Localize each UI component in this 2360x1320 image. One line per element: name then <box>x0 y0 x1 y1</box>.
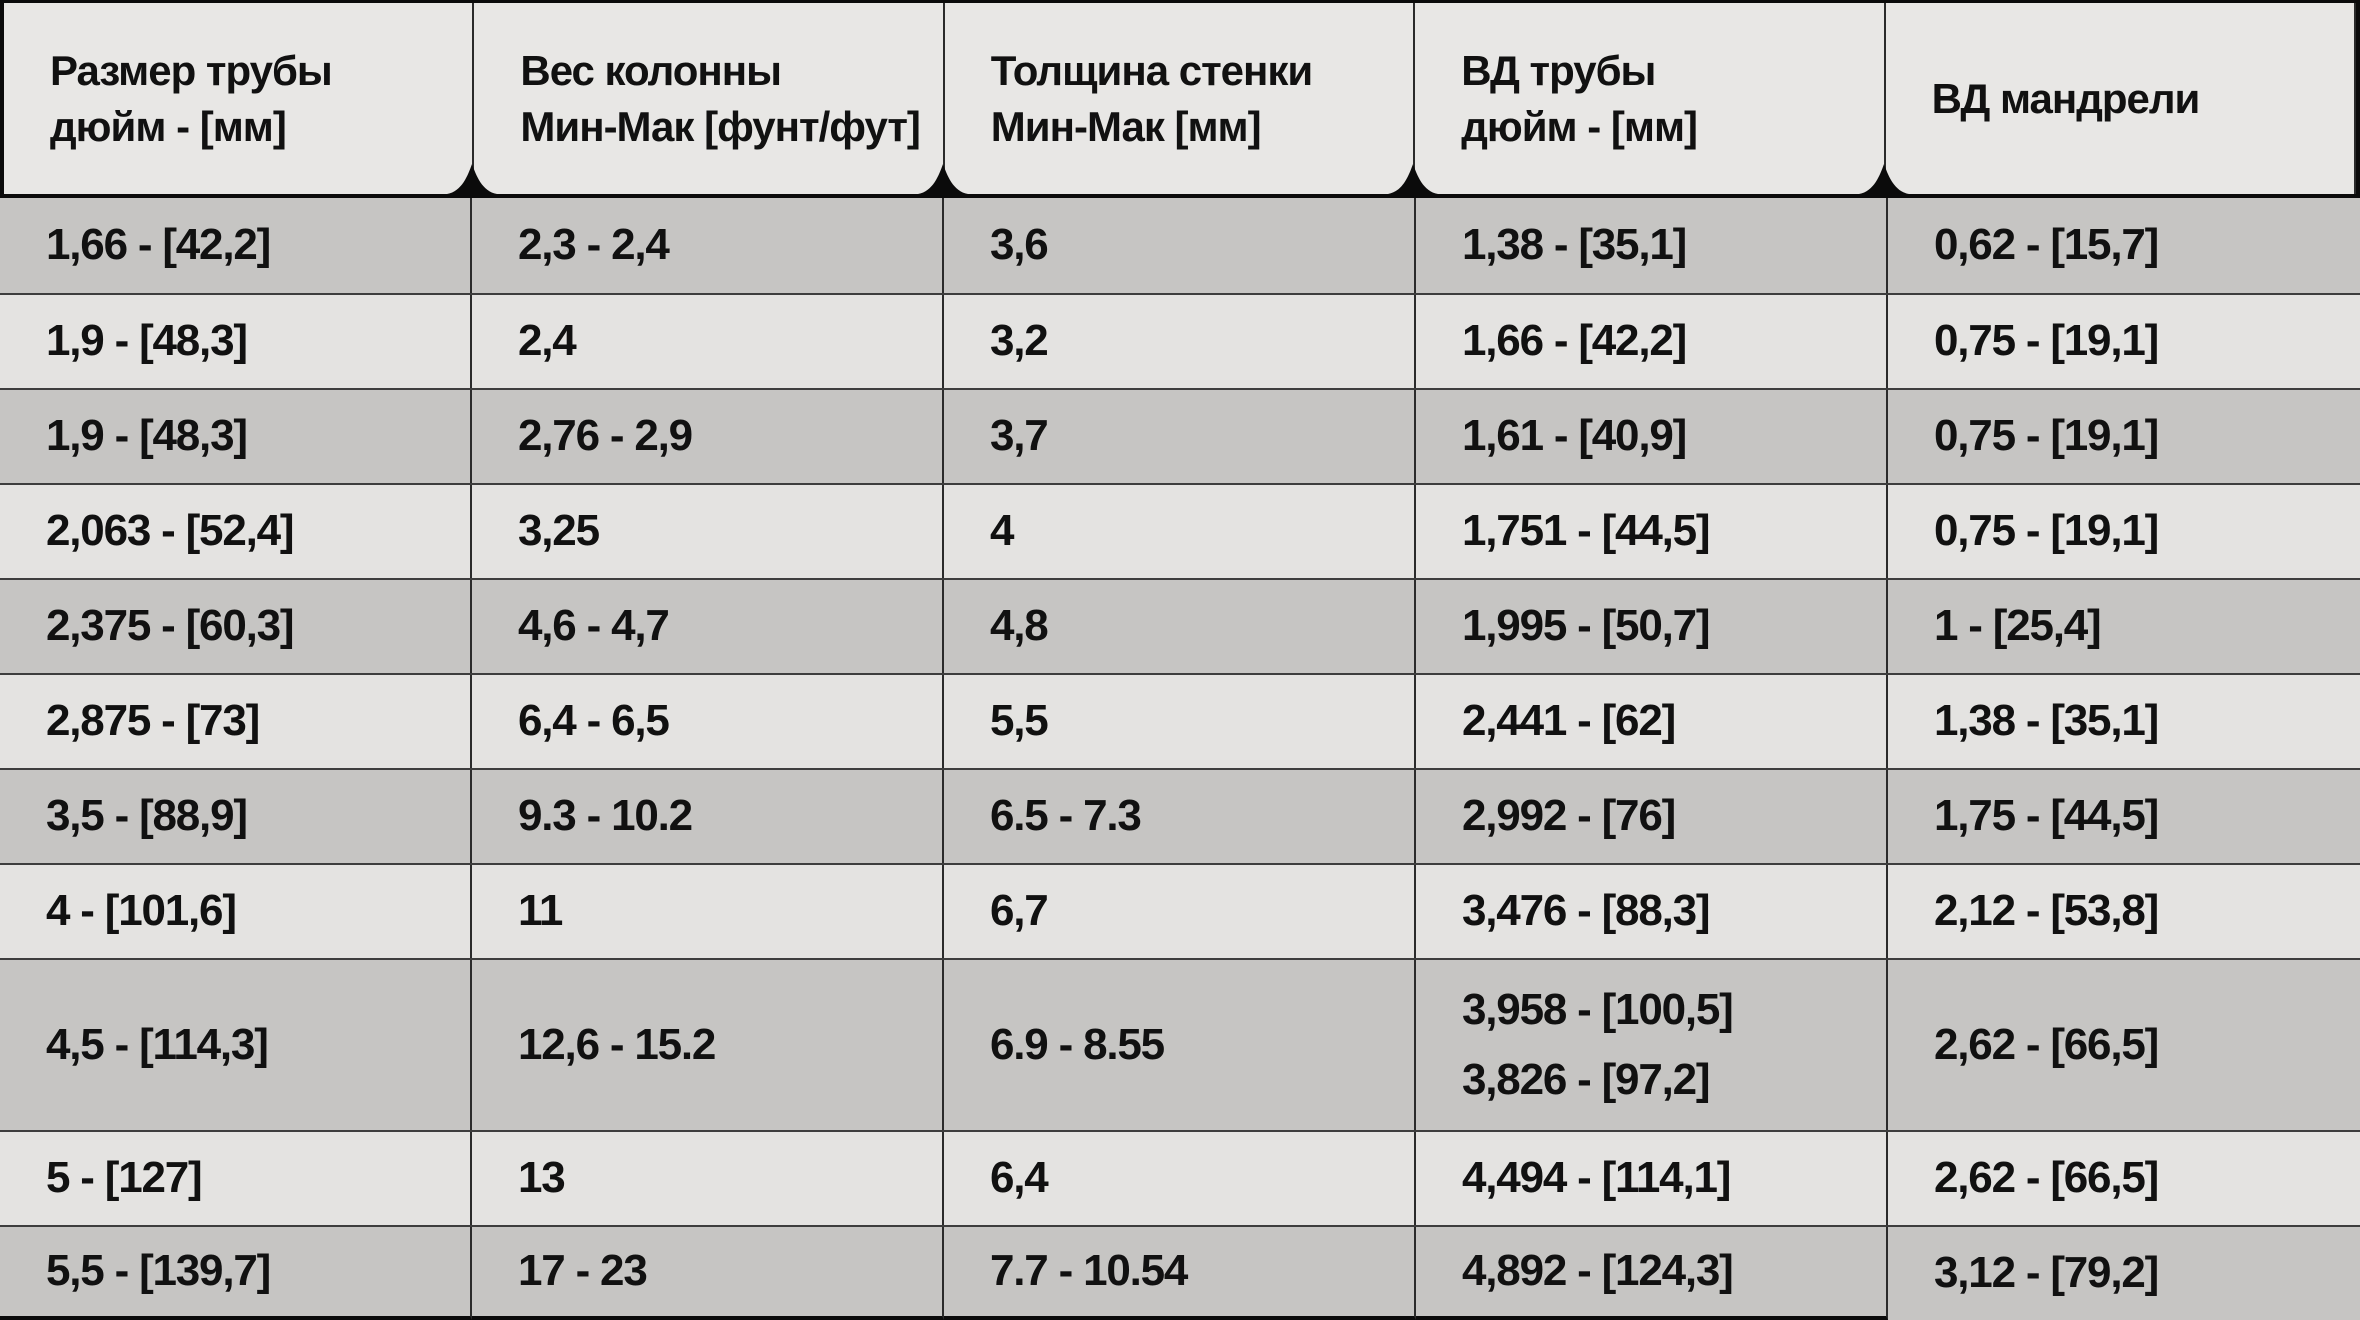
table-cell: 1,66 - [42,2] <box>1416 295 1888 388</box>
table-cell: 3,7 <box>944 390 1416 483</box>
table-cell: 2,62 - [66,5] <box>1934 1153 2159 1203</box>
table-cell: 13 <box>472 1132 944 1225</box>
table-cell: 3,5 - [88,9] <box>0 770 472 863</box>
table-cell: 3,2 <box>944 295 1416 388</box>
table-cell: 4,494 - [114,1] <box>1416 1132 1888 1225</box>
table-cell: 2,063 - [52,4] <box>0 485 472 578</box>
table-cell: 1,995 - [50,7] <box>1416 580 1888 673</box>
table-row: 2,875 - [73] 6,4 - 6,5 5,5 2,441 - [62] 1,38… <box>0 673 2360 768</box>
table-row: 4 - [101,6] 11 6,7 3,476 - [88,3] 2,12 - [53… <box>0 863 2360 958</box>
table-cell: 2,12 - [53,8] <box>1934 886 2159 936</box>
notch-arrow-icon <box>917 164 968 194</box>
table-cell: 0,62 - [15,7] <box>1934 220 2159 270</box>
table-cell: 6,4 <box>944 1132 1416 1225</box>
table-row: 3,5 - [88,9] 9.3 - 10.2 6.5 - 7.3 2,992 - [… <box>0 768 2360 863</box>
table-cell: 4,6 - 4,7 <box>472 580 944 673</box>
table-row: 1,9 - [48,3] 2,76 - 2,9 3,7 1,61 - [40,9] 0,… <box>0 388 2360 483</box>
table-cell: 1,9 - [48,3] <box>0 390 472 483</box>
table-cell: 3,6 <box>944 198 1416 293</box>
table-cell: 4,8 <box>944 580 1416 673</box>
table-cell: 5 - [127] <box>0 1132 472 1225</box>
table-cell: 3,476 - [88,3] <box>1416 865 1888 958</box>
column-header-wall-thickness: Толщина стенки Мин-Мак [мм] <box>945 3 1416 194</box>
table-cell: 1,38 - [35,1] <box>1416 198 1888 293</box>
table-row: 2,063 - [52,4] 3,25 4 1,751 - [44,5] 0,75 - … <box>0 483 2360 578</box>
table-cell: 2,3 - 2,4 <box>472 198 944 293</box>
table-body: 1,66 - [42,2] 2,3 - 2,4 3,6 1,38 - [35,1] 0,… <box>0 198 2360 1320</box>
table-cell: 9.3 - 10.2 <box>472 770 944 863</box>
table-cell: 1,75 - [44,5] <box>1934 791 2159 841</box>
table-row: 5 - [127] 13 6,4 4,494 - [114,1] 2,62 - [66,… <box>0 1130 2360 1225</box>
table-cell: 4 - [101,6] <box>0 865 472 958</box>
table-row: 2,375 - [60,3] 4,6 - 4,7 4,8 1,995 - [50,7]… <box>0 578 2360 673</box>
column-header-pipe-size: Размер трубы дюйм - [мм] <box>4 3 475 194</box>
table-cell: 11 <box>472 865 944 958</box>
table-row: 1,66 - [42,2] 2,3 - 2,4 3,6 1,38 - [35,1] 0,… <box>0 198 2360 293</box>
table-cell: 1,9 - [48,3] <box>0 295 472 388</box>
table-cell: 4 <box>944 485 1416 578</box>
table-cell: 2,441 - [62] <box>1416 675 1888 768</box>
table-cell: 3,25 <box>472 485 944 578</box>
table-cell: 2,875 - [73] <box>0 675 472 768</box>
column-header-string-weight: Вес колонны Мин-Мак [фунт/фут] <box>474 3 945 194</box>
table-cell: 7.7 - 10.54 <box>944 1227 1416 1320</box>
table-row: 5,5 - [139,7] 17 - 23 7.7 - 10.54 4,892 - [… <box>0 1225 2360 1320</box>
table-cell: 17 - 23 <box>472 1227 944 1320</box>
table-cell: 2,76 - 2,9 <box>472 390 944 483</box>
table-cell: 5,5 - [139,7] <box>0 1227 472 1320</box>
column-header-mandrel-id: ВД мандрели <box>1886 3 2356 194</box>
table-cell: 12,6 - 15.2 <box>472 960 944 1130</box>
table-cell: 1,751 - [44,5] <box>1416 485 1888 578</box>
notch-arrow-icon <box>1388 164 1439 194</box>
table-cell: 0,75 - [19,1] <box>1934 316 2159 366</box>
table-row: 1,9 - [48,3] 2,4 3,2 1,66 - [42,2] 0,75 - [1… <box>0 293 2360 388</box>
table-cell: 6.9 - 8.55 <box>944 960 1416 1130</box>
table-cell: 1 - [25,4] <box>1934 601 2102 651</box>
table-header-row: Размер трубы дюйм - [мм] Вес колонны Мин… <box>0 3 2360 198</box>
notch-arrow-icon <box>1858 164 1909 194</box>
table-cell: 3,958 - [100,5] 3,826 - [97,2] <box>1416 960 1888 1130</box>
table-cell: 4,892 - [124,3] <box>1416 1227 1888 1320</box>
table-cell: 1,61 - [40,9] <box>1416 390 1888 483</box>
table-cell: 0,75 - [19,1] <box>1934 506 2159 556</box>
table-cell: 2,992 - [76] <box>1416 770 1888 863</box>
table-cell: 4,5 - [114,3] <box>0 960 472 1130</box>
table-cell: 6,4 - 6,5 <box>472 675 944 768</box>
table-cell: 6.5 - 7.3 <box>944 770 1416 863</box>
table-cell: 3,12 - [79,2] <box>1934 1248 2159 1298</box>
table-cell: 1,38 - [35,1] <box>1934 696 2159 746</box>
notch-arrow-icon <box>447 164 498 194</box>
table-cell: 0,75 - [19,1] <box>1934 411 2159 461</box>
column-header-tubing-id: ВД трубы дюйм - [мм] <box>1415 3 1886 194</box>
table-cell: 5,5 <box>944 675 1416 768</box>
table-cell: 2,62 - [66,5] <box>1934 1019 2159 1069</box>
table-cell: 2,375 - [60,3] <box>0 580 472 673</box>
table-cell: 6,7 <box>944 865 1416 958</box>
table-row: 4,5 - [114,3] 12,6 - 15.2 6.9 - 8.55 3,958 … <box>0 958 2360 1130</box>
table-cell: 1,66 - [42,2] <box>0 198 472 293</box>
table-cell: 2,4 <box>472 295 944 388</box>
